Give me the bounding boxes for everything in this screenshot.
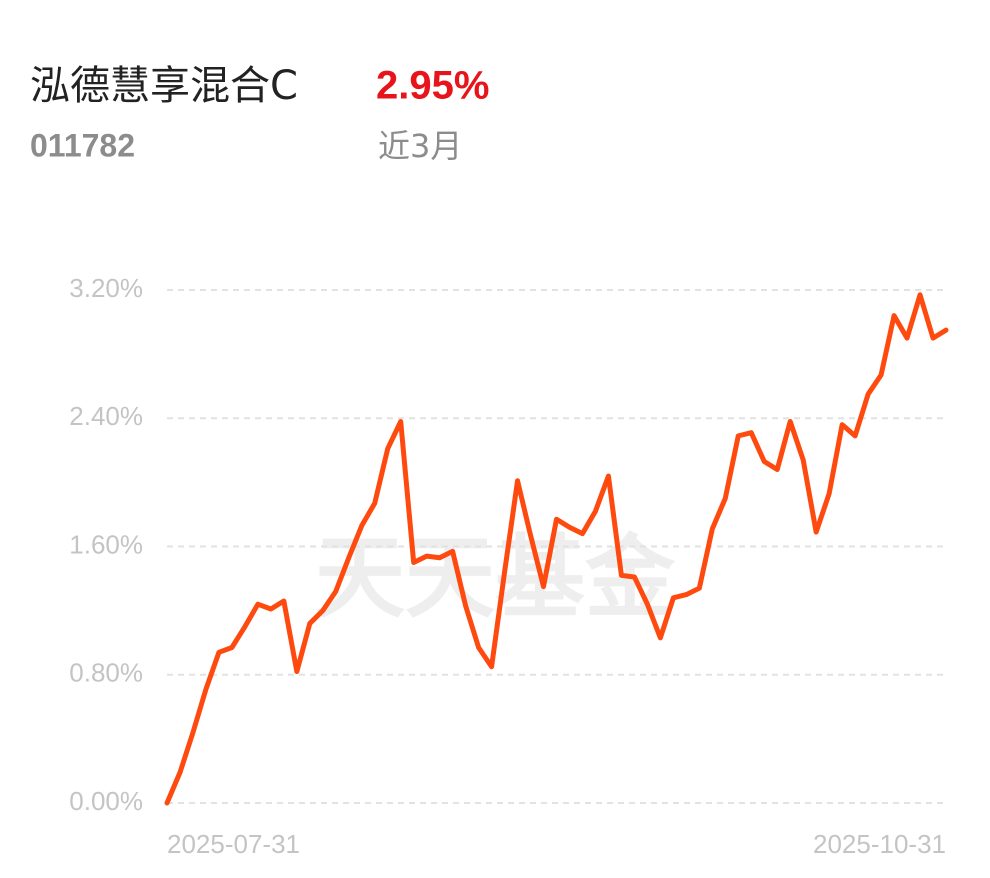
y-tick-label: 3.20% — [69, 273, 143, 303]
fund-name: 泓德慧享混合C — [30, 63, 298, 109]
return-value: 2.95% — [376, 64, 489, 108]
x-tick-label: 2025-07-31 — [167, 829, 300, 859]
y-tick-label: 0.80% — [69, 658, 143, 688]
y-tick-label: 0.00% — [69, 786, 143, 816]
fund-code: 011782 — [30, 127, 135, 163]
y-tick-label: 1.60% — [69, 529, 143, 559]
y-tick-label: 2.40% — [69, 401, 143, 431]
series-line — [164, 292, 949, 806]
x-tick-label: 2025-10-31 — [813, 829, 946, 859]
period: 近3月 — [378, 127, 462, 165]
